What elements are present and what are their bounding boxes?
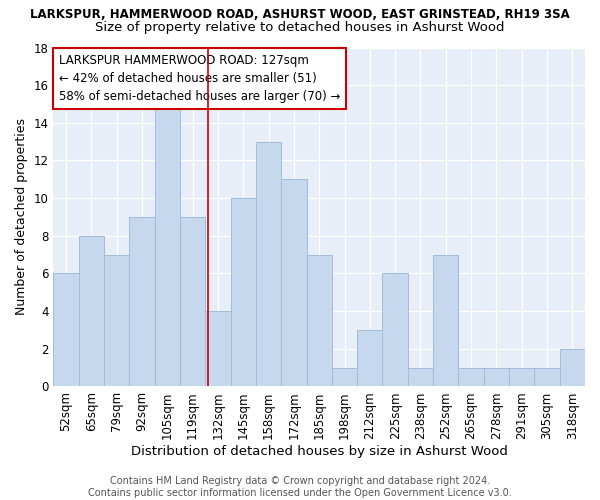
Text: Contains HM Land Registry data © Crown copyright and database right 2024.
Contai: Contains HM Land Registry data © Crown c…: [88, 476, 512, 498]
Bar: [408, 368, 433, 386]
Bar: [205, 311, 230, 386]
Text: LARKSPUR, HAMMERWOOD ROAD, ASHURST WOOD, EAST GRINSTEAD, RH19 3SA: LARKSPUR, HAMMERWOOD ROAD, ASHURST WOOD,…: [30, 8, 570, 20]
Bar: [155, 104, 180, 387]
Bar: [433, 254, 458, 386]
Bar: [535, 368, 560, 386]
Bar: [484, 368, 509, 386]
Bar: [560, 349, 585, 387]
Bar: [382, 274, 408, 386]
Bar: [307, 254, 332, 386]
Text: Size of property relative to detached houses in Ashurst Wood: Size of property relative to detached ho…: [95, 21, 505, 34]
Bar: [130, 217, 155, 386]
X-axis label: Distribution of detached houses by size in Ashurst Wood: Distribution of detached houses by size …: [131, 444, 508, 458]
Bar: [180, 217, 205, 386]
Bar: [256, 142, 281, 386]
Bar: [357, 330, 382, 386]
Text: LARKSPUR HAMMERWOOD ROAD: 127sqm
← 42% of detached houses are smaller (51)
58% o: LARKSPUR HAMMERWOOD ROAD: 127sqm ← 42% o…: [59, 54, 340, 104]
Y-axis label: Number of detached properties: Number of detached properties: [15, 118, 28, 316]
Bar: [458, 368, 484, 386]
Bar: [509, 368, 535, 386]
Bar: [104, 254, 130, 386]
Bar: [332, 368, 357, 386]
Bar: [79, 236, 104, 386]
Bar: [230, 198, 256, 386]
Bar: [281, 180, 307, 386]
Bar: [53, 274, 79, 386]
